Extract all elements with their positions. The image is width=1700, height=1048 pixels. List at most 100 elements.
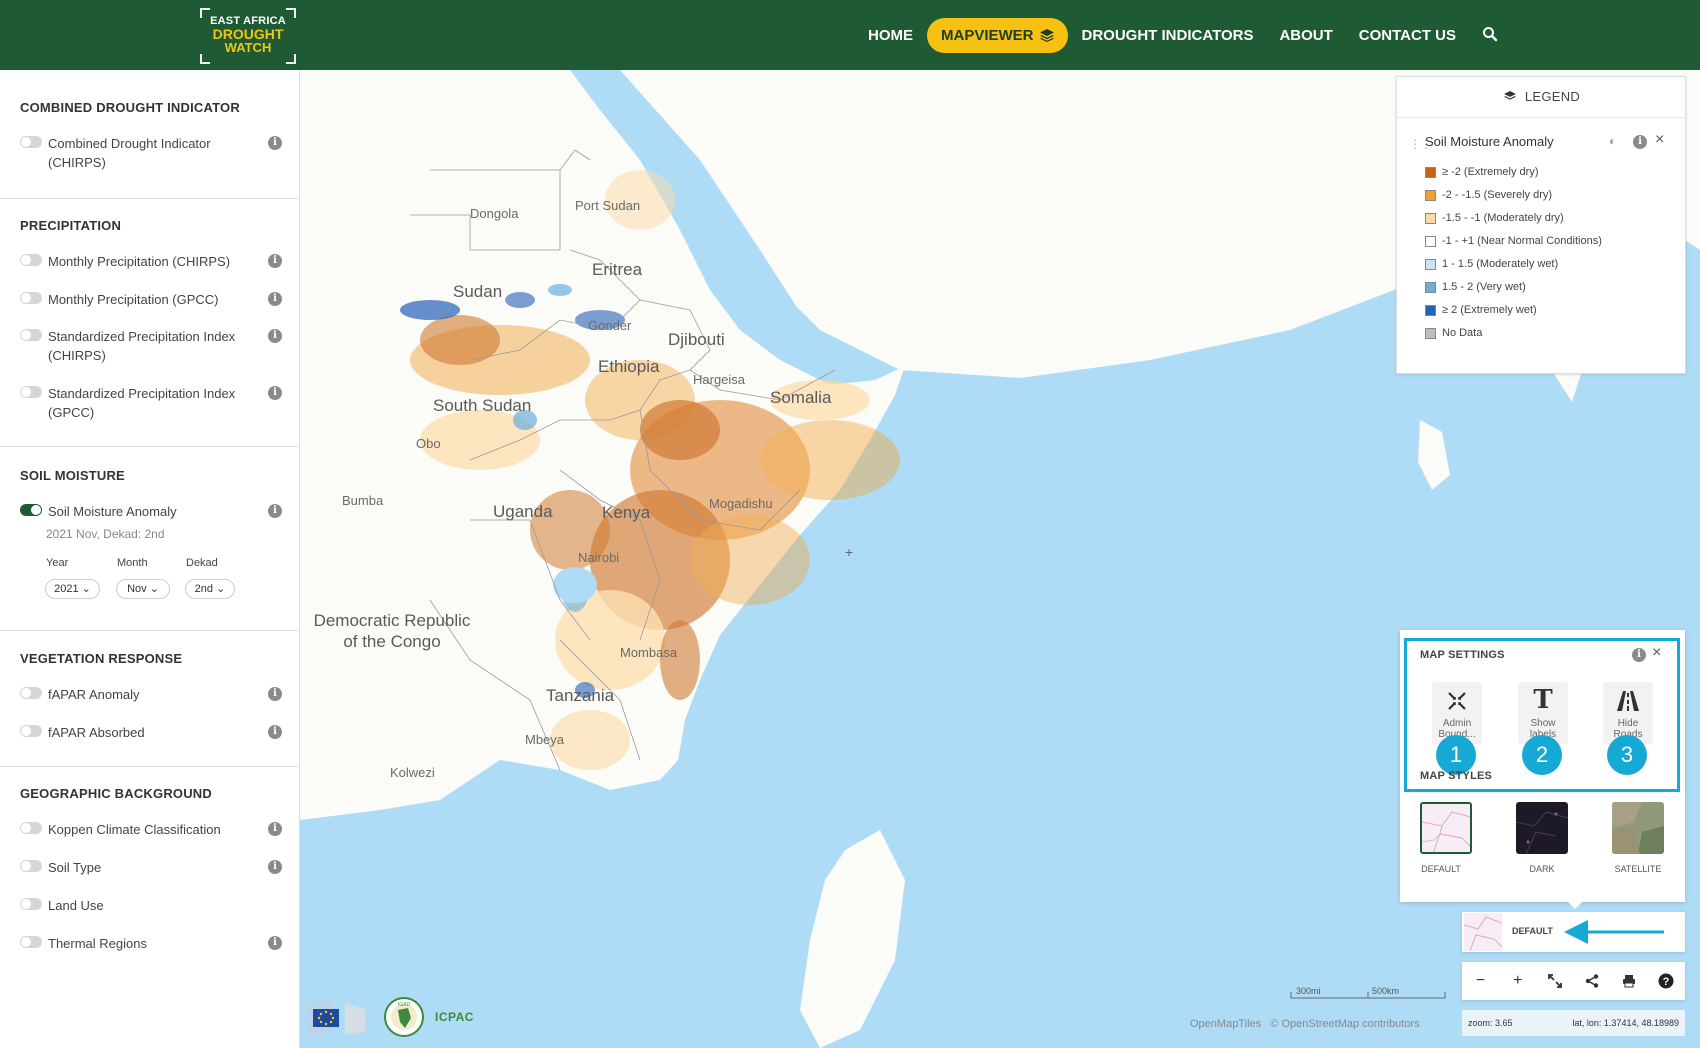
road-icon bbox=[1617, 691, 1639, 711]
map-label-bumba: Bumba bbox=[342, 493, 384, 508]
info-icon[interactable]: i bbox=[268, 687, 282, 701]
info-icon[interactable]: i bbox=[268, 292, 282, 306]
month-select[interactable]: Nov ⌄ bbox=[116, 579, 170, 599]
zoom-out-button[interactable]: − bbox=[1475, 972, 1486, 989]
dekad-select[interactable]: 2nd ⌄ bbox=[185, 579, 235, 599]
scale-bar: 300mi 500km bbox=[1290, 986, 1446, 1000]
layer-toggle[interactable] bbox=[20, 898, 42, 910]
eu-flag-logo bbox=[307, 999, 365, 1037]
settings-pointer bbox=[1568, 902, 1582, 909]
style-dark-label: DARK bbox=[1529, 864, 1555, 874]
search-icon[interactable] bbox=[1482, 26, 1500, 44]
map-label-somalia: Somalia bbox=[770, 388, 832, 407]
map-label-eritrea: Eritrea bbox=[592, 260, 643, 279]
info-icon[interactable]: i bbox=[268, 136, 282, 150]
legend-item: 1.5 - 2 (Very wet) bbox=[1425, 280, 1526, 294]
info-icon[interactable]: i bbox=[268, 254, 282, 268]
close-icon[interactable]: × bbox=[1652, 644, 1662, 661]
show-labels-button[interactable]: T Show labels bbox=[1518, 682, 1568, 744]
layer-toggle[interactable] bbox=[20, 292, 42, 304]
hide-roads-button[interactable]: Hide Roads bbox=[1603, 682, 1653, 744]
info-icon[interactable]: i bbox=[268, 936, 282, 950]
layer-toggle[interactable] bbox=[20, 725, 42, 737]
nav-contact-us[interactable]: CONTACT US bbox=[1358, 26, 1457, 44]
style-default-thumbnail[interactable] bbox=[1420, 802, 1472, 854]
layer-toggle[interactable] bbox=[20, 936, 42, 948]
style-default-label: DEFAULT bbox=[1421, 864, 1461, 874]
layer-toggle[interactable] bbox=[20, 822, 42, 834]
layer-toggle[interactable] bbox=[20, 860, 42, 872]
attribution-osm[interactable]: © OpenStreetMap contributors bbox=[1270, 1018, 1420, 1030]
legend-item-label: -1.5 - -1 (Moderately dry) bbox=[1442, 212, 1564, 224]
info-icon[interactable]: i bbox=[268, 504, 282, 518]
basemap-toggle-button[interactable]: DEFAULT bbox=[1462, 912, 1685, 952]
layer-label: Monthly Precipitation (GPCC) bbox=[48, 292, 219, 307]
close-icon[interactable]: × bbox=[1655, 131, 1665, 148]
layer-label: Monthly Precipitation (CHIRPS) bbox=[48, 254, 231, 269]
style-satellite-thumbnail[interactable] bbox=[1612, 802, 1664, 854]
legend-item: ≥ 2 (Extremely wet) bbox=[1425, 303, 1537, 317]
section-divider bbox=[0, 446, 300, 447]
help-icon[interactable]: ? bbox=[1656, 971, 1676, 991]
opacity-icon[interactable]: ◐ bbox=[1609, 134, 1617, 148]
dekad-label: Dekad bbox=[186, 557, 218, 569]
zoom-in-button[interactable]: + bbox=[1513, 972, 1523, 989]
style-satellite-label: SATELLITE bbox=[1614, 864, 1662, 874]
layer-label: Combined Drought Indicator (CHIRPS) bbox=[48, 136, 211, 170]
info-icon[interactable]: i bbox=[268, 822, 282, 836]
sri-lanka bbox=[1418, 420, 1450, 490]
map-status-bar: zoom: 3.65 lat, lon: 1.37414, 48.18989 bbox=[1462, 1010, 1685, 1036]
map-label-gonder: Gonder bbox=[588, 318, 632, 333]
nav-about[interactable]: ABOUT bbox=[1279, 26, 1333, 44]
info-icon[interactable]: i bbox=[268, 860, 282, 874]
attribution-openmaptiles[interactable]: OpenMapTiles bbox=[1190, 1018, 1262, 1030]
share-icon[interactable] bbox=[1582, 971, 1602, 991]
map-label-mogadishu: Mogadishu bbox=[709, 496, 773, 511]
legend-swatch bbox=[1425, 304, 1436, 316]
chevron-down-icon: ⌄ bbox=[149, 583, 159, 595]
logo[interactable]: EAST AFRICA DROUGHT WATCH bbox=[200, 8, 296, 64]
legend-item-label: No Data bbox=[1442, 327, 1483, 339]
legend-panel: LEGEND ⋮⋮ Soil Moisture Anomaly ◐ i × ≥ … bbox=[1396, 76, 1687, 374]
admin-boundaries-button[interactable]: Admin Bound... bbox=[1432, 682, 1482, 744]
layer-toggle[interactable] bbox=[20, 329, 42, 341]
scale-miles: 300mi bbox=[1296, 986, 1321, 996]
map-label-port-sudan: Port Sudan bbox=[575, 198, 641, 213]
info-icon[interactable]: i bbox=[268, 386, 282, 400]
info-icon[interactable]: i bbox=[268, 329, 282, 343]
nav-home[interactable]: HOME bbox=[868, 26, 913, 44]
legend-item-label: ≥ -2 (Extremely dry) bbox=[1442, 166, 1539, 178]
basemap-thumbnail bbox=[1464, 913, 1502, 951]
map-label-nairobi: Nairobi bbox=[578, 550, 620, 565]
chevron-down-icon: ⌄ bbox=[81, 583, 91, 595]
drag-handle-icon[interactable]: ⋮⋮ bbox=[1409, 137, 1432, 151]
style-dark-thumbnail[interactable] bbox=[1516, 802, 1568, 854]
year-select[interactable]: 2021 ⌄ bbox=[45, 579, 100, 599]
info-icon[interactable]: i bbox=[1632, 648, 1646, 662]
nav-mapviewer[interactable]: MAPVIEWER bbox=[927, 17, 1068, 53]
settings-highlight-box bbox=[1404, 638, 1680, 792]
legend-header: LEGEND bbox=[1397, 89, 1687, 104]
info-icon[interactable]: i bbox=[1633, 135, 1647, 149]
layer-toggle[interactable] bbox=[20, 504, 42, 516]
legend-item: -2 - -1.5 (Severely dry) bbox=[1425, 188, 1552, 202]
lake-victoria bbox=[553, 567, 597, 603]
nav-drought-indicators[interactable]: DROUGHT INDICATORS bbox=[1081, 26, 1254, 44]
fullscreen-icon[interactable] bbox=[1545, 971, 1565, 991]
map-attribution: OpenMapTiles © OpenStreetMap contributor… bbox=[1190, 1018, 1420, 1030]
layer-toggle[interactable] bbox=[20, 254, 42, 266]
layer-label: fAPAR Absorbed bbox=[48, 725, 145, 740]
map-styles-title: MAP STYLES bbox=[1420, 770, 1493, 782]
section-divider bbox=[0, 766, 300, 767]
admin-boundaries-icon bbox=[1448, 692, 1466, 710]
igad-logo-text: IGAD bbox=[398, 1002, 411, 1008]
layer-toggle[interactable] bbox=[20, 386, 42, 398]
layer-label: Standardized Precipitation Index (CHIRPS… bbox=[48, 329, 236, 363]
layer-label: Soil Moisture Anomaly bbox=[48, 504, 177, 519]
hide-roads-label: Hide Roads bbox=[1614, 718, 1643, 740]
map-label-south-sudan: South Sudan bbox=[433, 396, 532, 415]
layer-toggle[interactable] bbox=[20, 136, 42, 148]
info-icon[interactable]: i bbox=[268, 725, 282, 739]
layer-toggle[interactable] bbox=[20, 687, 42, 699]
print-icon[interactable] bbox=[1619, 971, 1639, 991]
